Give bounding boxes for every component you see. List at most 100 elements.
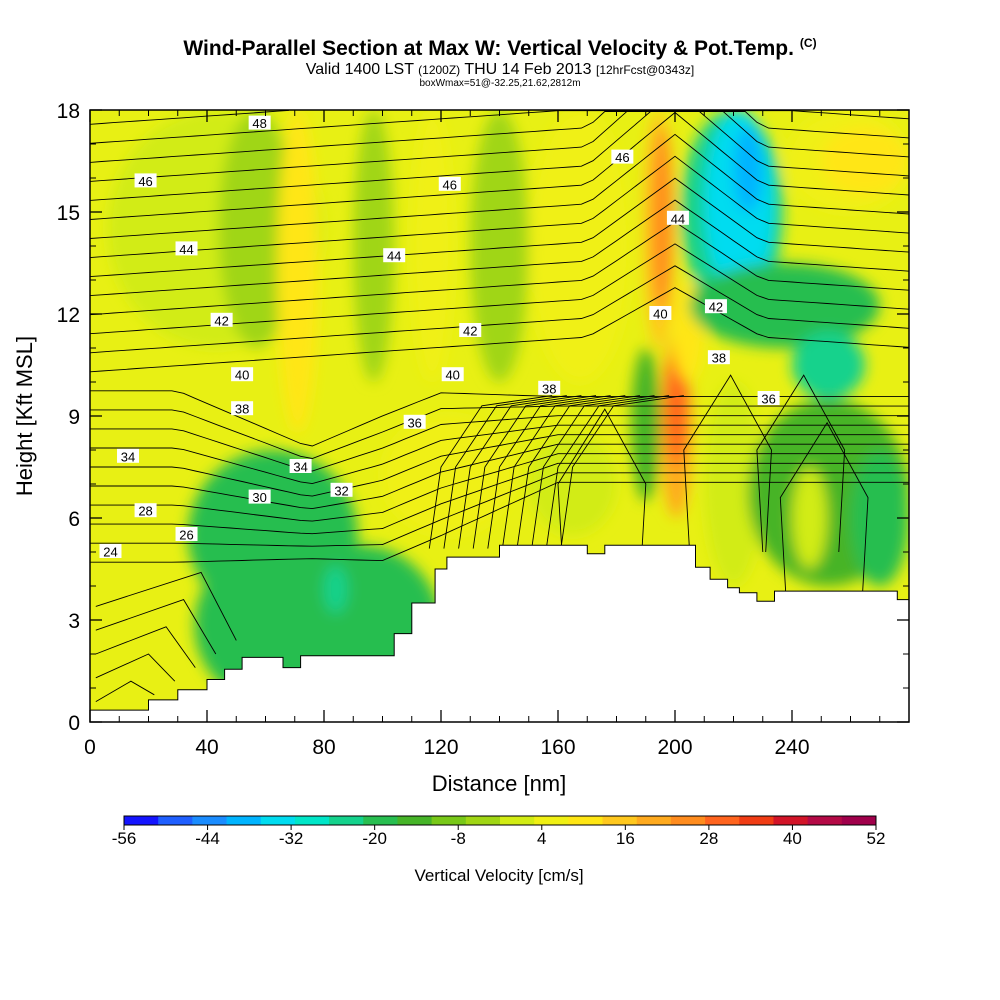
colorbar-tick-label: -56 [112,829,137,848]
velocity-cell [666,348,687,467]
isentrope [90,110,909,144]
velocity-cell [218,110,295,348]
colorbar-tick-label: 52 [867,829,886,848]
contour-label-box [99,544,122,558]
contour-label-box [538,380,561,395]
contour-label-box [459,323,482,337]
contour-label: 34 [117,448,140,464]
isentrope [545,395,670,549]
y-tick-label: 9 [68,406,80,429]
contour-label-box [666,210,689,225]
contour-label-text: 24 [103,545,117,560]
velocity-cell [324,565,348,614]
contour-label: 38 [707,350,730,366]
contour-label-text: 40 [445,368,459,383]
plot-area: 48 46 46 46 44 44 44 42 42 42 40 40 40 38 38 38 36 36 34 34… [89,109,910,723]
colorbar-swatch [670,816,706,825]
isentrope [683,374,772,553]
chart-title-text: Wind-Parallel Section at Max W: Vertical… [183,37,794,60]
colorbar-tick-label: 16 [616,829,635,848]
isentrope [90,453,909,522]
isentrope [90,221,909,316]
contour-label-box [134,173,157,188]
velocity-cell [792,331,866,399]
colorbar-swatch [192,816,228,825]
isentrope [90,481,909,563]
contour-label-box [289,459,312,473]
valid-time: Valid 1400 LST [305,61,414,78]
contour-label-text: 44 [671,211,685,226]
colorbar-tick-label: -20 [362,829,387,848]
isentrope [531,395,655,549]
isentrope [95,571,237,641]
colorbar-swatch [602,816,638,825]
contour-labels: 48 46 46 46 44 44 44 42 42 42 40 40 40 38 38 38 36 36 34 34… [99,115,780,560]
contour-label-text: 28 [138,504,152,519]
velocity-cell [821,127,909,195]
x-tick-label: 40 [195,736,218,759]
contour-label-text: 38 [712,351,726,366]
colorbar-swatch [773,816,809,825]
isentrope [458,395,582,549]
velocity-cell [689,263,880,348]
isentrope [756,374,846,553]
colorbar-swatch [568,816,604,825]
contour-label-text: 34 [121,449,135,464]
contour-label-text: 46 [443,177,457,192]
contour-label-box [175,527,198,541]
colorbar-swatch [124,816,159,825]
colorbar-swatch [260,816,296,825]
isentrope [90,462,909,535]
contour-label-box [649,306,672,320]
isentrope [90,155,909,259]
contour-label: 40 [231,367,254,383]
isentrope [560,395,684,549]
isentrope [90,405,909,459]
contour-label-box [704,299,727,314]
y-tick-label: 3 [68,610,80,633]
velocity-cell [187,450,358,620]
contour-label: 32 [330,482,353,498]
isentrope [557,408,647,587]
colorbar-label: Vertical Velocity [cm/s] [414,866,583,885]
colorbar-swatch [739,816,774,825]
contour-label-text: 34 [293,460,307,475]
y-tick-label: 0 [68,712,80,735]
colorbar-tick-label: 4 [537,829,546,848]
colorbar-swatch [294,816,330,825]
chart-subtitle: Valid 1400 LST (1200Z) THU 14 Feb 2013 [… [0,61,1000,79]
velocity-cell [733,127,763,212]
isentrope [90,415,909,472]
contour-label-text: 42 [463,324,477,339]
potential-temperature-contours [90,110,909,702]
contour-label-box [134,503,157,518]
isentrope [90,111,909,220]
contour-label: 40 [441,367,464,383]
isentrope [779,421,869,600]
chart-title: Wind-Parallel Section at Max W: Vertical… [0,36,1000,61]
colorbar-swatch [226,816,262,825]
x-tick-label: 0 [84,736,96,759]
contour-label-box [231,401,254,416]
contour-label: 26 [175,527,198,543]
contour-label-box [438,176,461,191]
contour-label: 38 [231,401,254,417]
contour-label: 42 [210,312,233,328]
isentrope [95,599,217,655]
colorbar-tick-label: 28 [699,829,718,848]
contour-label-box [210,312,233,327]
isentrope [95,680,155,702]
x-tick-label: 160 [540,736,575,759]
contour-label: 28 [134,503,157,519]
velocity-cell [470,110,529,382]
contour-label-box [175,241,198,256]
contour-label-box [248,489,271,504]
contour-label: 42 [459,323,482,339]
forecast-info: [12hrFcst@0343z] [595,63,695,77]
isentrope [443,395,567,549]
y-tick-label: 18 [57,100,80,123]
contour-label-box [441,367,464,382]
x-tick-label: 200 [657,736,692,759]
isentrope [90,133,909,239]
